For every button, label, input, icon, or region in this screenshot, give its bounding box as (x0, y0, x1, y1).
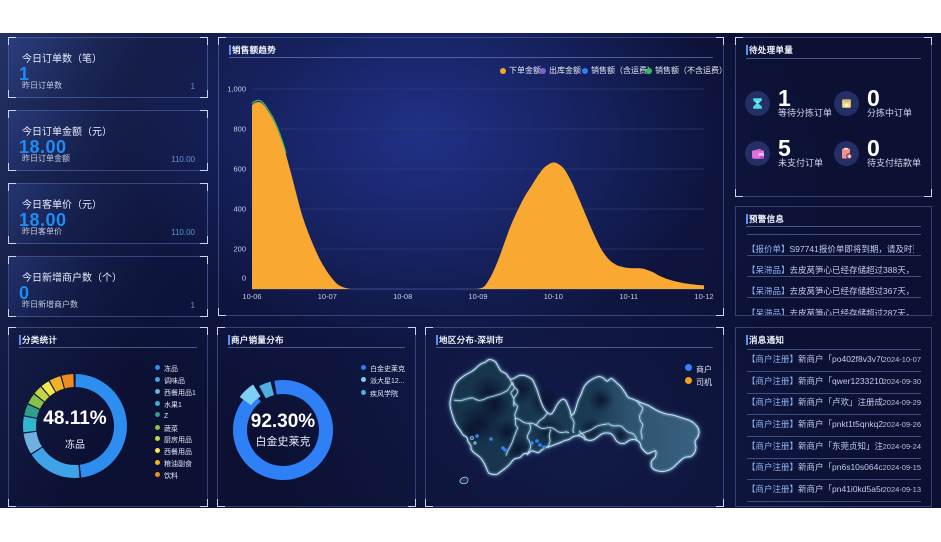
svg-text:600: 600 (233, 165, 246, 174)
svg-text:10-10: 10-10 (544, 292, 563, 301)
svg-text:0: 0 (242, 274, 246, 283)
svg-text:800: 800 (233, 125, 246, 134)
svg-text:10-11: 10-11 (619, 292, 638, 301)
svg-text:200: 200 (233, 245, 246, 254)
svg-text:10-06: 10-06 (242, 292, 261, 301)
svg-text:10-09: 10-09 (468, 292, 487, 301)
svg-text:10-07: 10-07 (318, 292, 337, 301)
svg-text:10-12: 10-12 (694, 292, 713, 301)
svg-text:1,000: 1,000 (227, 85, 246, 94)
svg-text:400: 400 (233, 205, 246, 214)
svg-text:10-08: 10-08 (393, 292, 412, 301)
